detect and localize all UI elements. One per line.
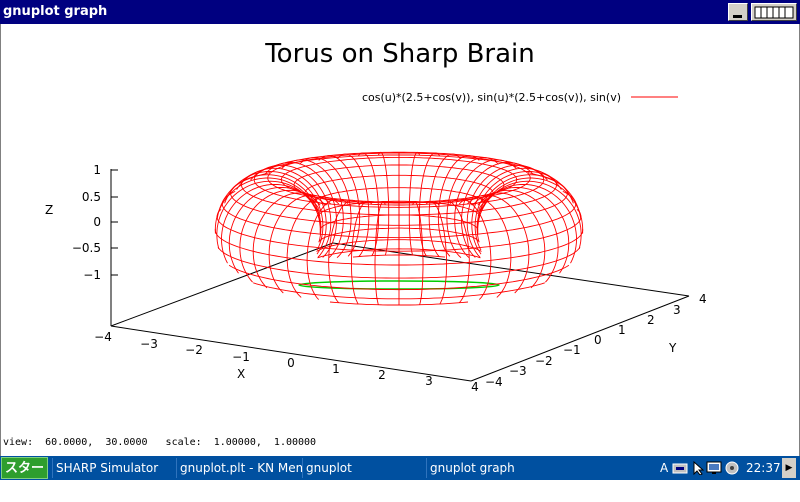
task-sharp-simulator[interactable]: SHARP Simulator bbox=[52, 458, 176, 478]
start-button[interactable]: スタート bbox=[1, 457, 48, 479]
window-titlebar: gnuplot graph bbox=[0, 0, 800, 24]
clock[interactable]: 22:37 bbox=[746, 457, 781, 479]
x-tick-label: 1 bbox=[332, 362, 340, 376]
torus-wire bbox=[222, 239, 228, 263]
plot-title: Torus on Sharp Brain bbox=[264, 39, 535, 69]
torus-wire bbox=[253, 251, 267, 288]
torus-wire bbox=[571, 239, 577, 263]
z-tick-label: 1 bbox=[93, 163, 101, 177]
taskbar: スタート SHARP Simulator gnuplot.plt - KN Me… bbox=[0, 456, 800, 480]
y-axis-label: Y bbox=[668, 341, 677, 355]
x-tick-label: 3 bbox=[425, 374, 433, 388]
y-tick-label: 1 bbox=[618, 323, 626, 337]
y-tick-label: 3 bbox=[673, 303, 681, 317]
torus-wire bbox=[251, 165, 331, 257]
pointer-tray-icon[interactable] bbox=[692, 457, 704, 482]
y-tick-label: 2 bbox=[647, 313, 655, 327]
taskbar-scroll-button[interactable]: ▶ bbox=[782, 458, 796, 478]
disc-tray-icon[interactable] bbox=[724, 457, 740, 483]
x-tick-labels: −4 −3 −2 −1 0 1 2 3 4 bbox=[94, 330, 479, 394]
y-tick-label: −1 bbox=[563, 343, 581, 357]
torus-wire bbox=[490, 247, 580, 273]
y-tick-label: −4 bbox=[485, 375, 503, 389]
view-status: view: 60.0000, 30.0000 scale: 1.00000, 1… bbox=[3, 437, 316, 448]
z-tick-label: −0.5 bbox=[72, 241, 101, 255]
x-tick-label: −2 bbox=[185, 343, 203, 357]
torus-wire bbox=[447, 158, 499, 258]
torus-wire bbox=[455, 160, 517, 258]
minimize-button[interactable] bbox=[728, 3, 748, 21]
torus-wire bbox=[215, 178, 320, 234]
x-tick-label: 4 bbox=[471, 380, 479, 394]
y-tick-label: −2 bbox=[535, 354, 553, 368]
z-tick-label: 0.5 bbox=[82, 190, 101, 204]
system-tray: A 22:37 ▶ bbox=[658, 457, 798, 479]
monitor-tray-icon[interactable] bbox=[706, 457, 722, 482]
x-tick-label: −1 bbox=[232, 350, 250, 364]
x-tick-label: 2 bbox=[378, 368, 386, 382]
keyboard-tray-icon[interactable] bbox=[672, 457, 688, 482]
y-tick-label: 0 bbox=[594, 333, 602, 347]
y-tick-label: −3 bbox=[509, 364, 527, 378]
x-axis-label: X bbox=[237, 367, 245, 381]
keyboard-button[interactable] bbox=[751, 3, 797, 21]
plot-area: Torus on Sharp Brain cos(u)*(2.5+cos(v))… bbox=[0, 24, 800, 456]
torus-wire bbox=[478, 178, 583, 234]
torus-wire bbox=[217, 209, 490, 251]
minimize-icon bbox=[733, 15, 742, 18]
torus-wire bbox=[490, 209, 581, 246]
window-title: gnuplot graph bbox=[3, 4, 107, 20]
legend-label: cos(u)*(2.5+cos(v)), sin(u)*(2.5+cos(v))… bbox=[362, 91, 621, 104]
z-tick-labels: 1 0.5 0 −0.5 −1 bbox=[72, 163, 101, 282]
task-gnuplot-graph[interactable]: gnuplot graph bbox=[426, 458, 550, 478]
torus-wire bbox=[467, 165, 547, 257]
z-tick-label: −1 bbox=[83, 268, 101, 282]
torus-mesh bbox=[215, 152, 582, 305]
input-mode-icon[interactable]: A bbox=[660, 457, 668, 479]
task-gnuplot[interactable]: gnuplot bbox=[302, 458, 426, 478]
torus-wire bbox=[531, 251, 545, 288]
task-gnuplot-plt-memo[interactable]: gnuplot.plt - KN Memo bbox=[176, 458, 302, 478]
base-front-right bbox=[471, 296, 689, 381]
keyboard-icon bbox=[752, 4, 796, 20]
z-tick-label: 0 bbox=[93, 215, 101, 229]
torus-wire bbox=[253, 283, 483, 299]
torus-wire bbox=[545, 248, 558, 283]
y-tick-label: 4 bbox=[699, 292, 707, 306]
x-tick-label: 0 bbox=[287, 356, 295, 370]
torus-wire bbox=[215, 229, 491, 265]
z-axis-label: Z bbox=[45, 203, 53, 217]
torus-plot: Torus on Sharp Brain cos(u)*(2.5+cos(v))… bbox=[1, 24, 799, 456]
x-tick-label: −4 bbox=[94, 330, 112, 344]
x-tick-label: −3 bbox=[140, 337, 158, 351]
base-front-left bbox=[111, 326, 471, 381]
torus-wire bbox=[299, 158, 351, 258]
